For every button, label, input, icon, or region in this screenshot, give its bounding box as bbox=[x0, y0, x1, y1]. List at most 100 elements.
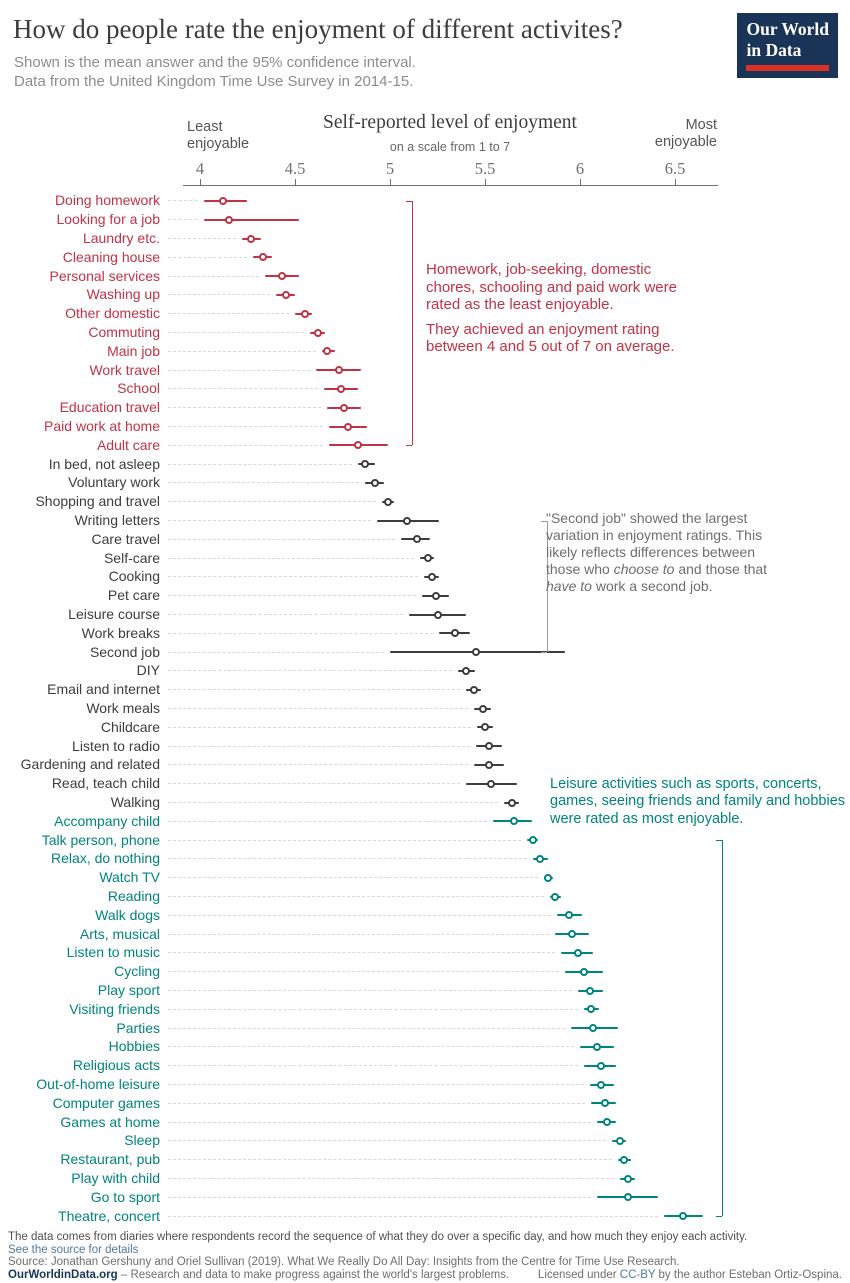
mean-marker bbox=[450, 629, 459, 638]
mean-marker bbox=[509, 817, 518, 826]
row-leader-line bbox=[168, 990, 573, 991]
row-leader-line bbox=[168, 933, 550, 935]
activity-label: Computer games bbox=[52, 1094, 160, 1111]
axis-least-line2: enjoyable bbox=[187, 136, 250, 152]
mean-marker bbox=[564, 911, 573, 920]
mean-marker bbox=[579, 967, 588, 976]
activity-label: Walking bbox=[110, 794, 160, 810]
owid-logo-line1: Our World bbox=[746, 19, 829, 39]
row-leader-line bbox=[168, 670, 453, 672]
row-leader-line bbox=[168, 1140, 607, 1142]
mean-marker bbox=[479, 704, 488, 713]
x-axis-tick-label: 6 bbox=[575, 159, 585, 178]
mean-marker bbox=[384, 497, 393, 506]
row-leader-line bbox=[168, 1008, 578, 1010]
axis-least-line1: Least bbox=[187, 119, 223, 135]
axis-most-line1: Most bbox=[685, 117, 717, 133]
activity-label: Second job bbox=[89, 643, 160, 660]
row-leader-line bbox=[168, 369, 310, 371]
activity-label: Voluntary work bbox=[68, 474, 160, 491]
source-citation: Source: Jonathan Gershuny and Oriel Sull… bbox=[8, 1256, 680, 1268]
footer-site-line: OurWorldinData.org – Research and data t… bbox=[8, 1269, 509, 1281]
annotation-bracket-cap bbox=[541, 520, 547, 522]
row-leader-line bbox=[168, 1084, 584, 1085]
annotation-second-job-text: choose to bbox=[613, 561, 675, 578]
row-leader-line bbox=[168, 350, 316, 352]
row-leader-line bbox=[168, 595, 417, 597]
mean-marker bbox=[484, 760, 493, 769]
activity-label: Hobbies bbox=[108, 1038, 160, 1055]
mean-marker bbox=[596, 1061, 605, 1070]
mean-marker bbox=[469, 685, 478, 694]
row-leader-line bbox=[168, 858, 527, 860]
activity-label: Education travel bbox=[59, 399, 160, 416]
mean-marker bbox=[602, 1118, 611, 1127]
row-leader-line bbox=[168, 971, 559, 973]
row-leader-line bbox=[168, 557, 415, 559]
row-leader-line bbox=[168, 1196, 592, 1198]
row-leader-line bbox=[168, 802, 498, 803]
owid-site-link[interactable]: OurWorldinData.org bbox=[8, 1269, 118, 1281]
activity-label: Sleep bbox=[124, 1132, 160, 1149]
annotation-least-para2: They achieved an enjoyment rating betwee… bbox=[426, 320, 675, 356]
activity-label: Other domestic bbox=[65, 305, 160, 322]
row-leader-line bbox=[168, 1027, 565, 1029]
activity-label: DIY bbox=[136, 662, 160, 679]
row-leader-line bbox=[168, 896, 544, 897]
mean-marker bbox=[615, 1136, 624, 1145]
annotation-bracket-cap bbox=[541, 652, 547, 654]
row-leader-line bbox=[168, 783, 460, 785]
row-leader-line bbox=[168, 1159, 612, 1161]
activity-label: Out-of-home leisure bbox=[36, 1076, 160, 1092]
row-leader-line bbox=[168, 1065, 578, 1067]
x-axis-tick-mark bbox=[675, 179, 676, 185]
row-leader-line bbox=[168, 219, 198, 221]
mean-marker bbox=[403, 516, 412, 525]
activity-label: Work travel bbox=[89, 361, 160, 378]
activity-label: Restaurant, pub bbox=[60, 1151, 160, 1168]
owid-logo[interactable]: Our World in Data bbox=[737, 13, 838, 78]
activity-label: Personal services bbox=[49, 267, 161, 284]
row-leader-line bbox=[168, 501, 377, 503]
activity-label: Listen to music bbox=[66, 944, 160, 961]
row-leader-line bbox=[168, 407, 322, 409]
row-leader-line bbox=[168, 877, 538, 879]
activity-label: Games at home bbox=[60, 1113, 160, 1130]
activity-label: In bed, not asleep bbox=[48, 455, 160, 472]
mean-marker bbox=[353, 441, 362, 450]
row-leader-line bbox=[168, 1121, 592, 1123]
activity-label: Religious acts bbox=[72, 1057, 160, 1074]
mean-marker bbox=[486, 779, 495, 788]
row-leader-line bbox=[168, 388, 318, 390]
axis-scale-note: on a scale from 1 to 7 bbox=[389, 140, 511, 154]
mean-marker bbox=[543, 873, 552, 882]
mean-marker bbox=[619, 1155, 628, 1164]
ccby-license-link[interactable]: CC-BY bbox=[619, 1269, 656, 1281]
mean-marker bbox=[585, 986, 594, 995]
annotation-second-job-text: have to bbox=[546, 578, 592, 595]
x-axis-tick-label: 5.5 bbox=[474, 159, 496, 178]
x-axis-tick-label: 4.5 bbox=[284, 159, 306, 178]
mean-marker bbox=[258, 253, 267, 262]
mean-marker bbox=[281, 290, 290, 299]
row-leader-line bbox=[168, 1178, 614, 1179]
row-leader-line bbox=[168, 538, 396, 540]
subtitle-line-1: Shown is the mean answer and the 95% con… bbox=[14, 54, 416, 71]
mean-marker bbox=[277, 272, 286, 281]
mean-marker bbox=[247, 234, 256, 243]
source-details-link[interactable]: See the source for details bbox=[8, 1244, 139, 1256]
row-leader-line bbox=[168, 764, 468, 766]
activity-label: Read, teach child bbox=[51, 775, 160, 792]
annotation-bracket-cap bbox=[716, 840, 722, 842]
annotation-second-job-text: work a second job. bbox=[591, 578, 713, 595]
owid-logo-line2: in Data bbox=[746, 40, 802, 61]
annotation-bracket-cap bbox=[716, 1216, 722, 1218]
axis-title: Self-reported level of enjoyment bbox=[323, 112, 577, 133]
mean-marker bbox=[336, 384, 345, 393]
row-leader-line bbox=[168, 294, 270, 296]
annotation-second-job-text: and those that bbox=[674, 561, 768, 578]
row-leader-line bbox=[168, 1046, 574, 1048]
row-leader-line bbox=[168, 689, 460, 691]
mean-marker bbox=[623, 1193, 632, 1202]
x-axis-tick-mark bbox=[485, 179, 486, 185]
